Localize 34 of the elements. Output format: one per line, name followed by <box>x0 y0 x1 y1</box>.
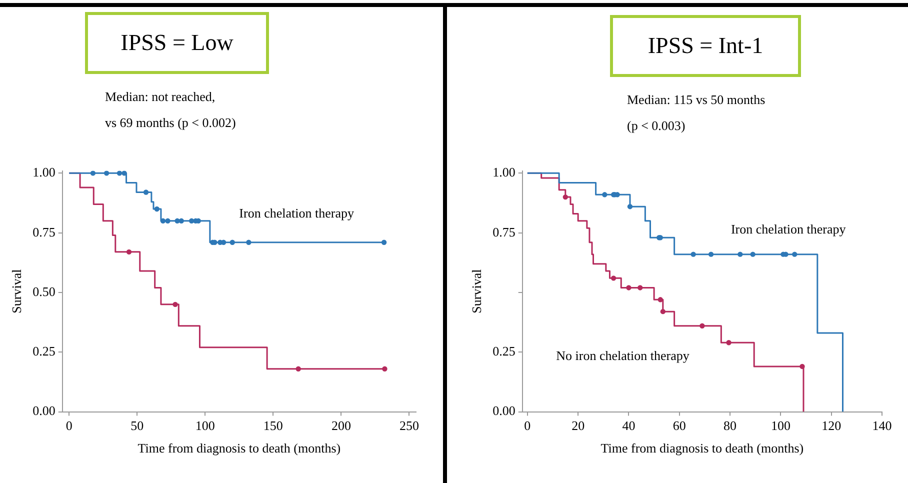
x-tick-label: 60 <box>672 418 686 434</box>
x-tick-label: 40 <box>622 418 636 434</box>
chart-subtitle: Median: 115 vs 50 months (p < 0.003) <box>627 91 766 135</box>
y-tick-label: 1.00 <box>492 164 516 180</box>
x-tick-label: 200 <box>331 418 351 434</box>
y-tick-label: 0.00 <box>32 403 56 418</box>
x-tick-label: 0 <box>66 418 72 434</box>
chart-title: IPSS = Int-1 <box>610 15 801 77</box>
x-tick-label: 80 <box>724 418 737 434</box>
x-tick-label: 100 <box>770 418 790 434</box>
series-label: Iron chelation therapy <box>239 206 354 221</box>
x-tick-label: 120 <box>822 418 842 434</box>
x-tick-label: 150 <box>263 418 283 434</box>
y-tick-label: 0.75 <box>32 224 56 240</box>
x-tick-label: 140 <box>872 418 892 434</box>
chart-subtitle: Median: not reached, vs 69 months (p < 0.002) <box>105 88 236 132</box>
y-axis-title: Survival <box>9 268 24 314</box>
series-label: No iron chelation therapy <box>556 348 690 363</box>
x-tick-label: 100 <box>195 418 215 434</box>
y-tick-label: 0.25 <box>32 344 56 359</box>
chart-title: IPSS = Low <box>85 12 269 74</box>
y-tick-label: 0.00 <box>492 403 516 418</box>
x-axis-title: Time from diagnosis to death (months) <box>138 440 341 456</box>
y-tick-label: 0.50 <box>32 284 56 299</box>
x-axis-title: Time from diagnosis to death (months) <box>600 440 804 456</box>
y-tick-label: 1.00 <box>32 164 56 180</box>
series-label: Iron chelation therapy <box>730 221 846 236</box>
y-tick-label: 0.75 <box>492 224 516 240</box>
x-tick-label: 0 <box>524 418 531 434</box>
x-tick-label: 50 <box>130 418 144 434</box>
x-tick-label: 20 <box>572 418 585 434</box>
x-tick-label: 250 <box>399 418 419 434</box>
y-tick-label: 0.25 <box>492 344 516 359</box>
y-axis-title: Survival <box>469 268 484 314</box>
